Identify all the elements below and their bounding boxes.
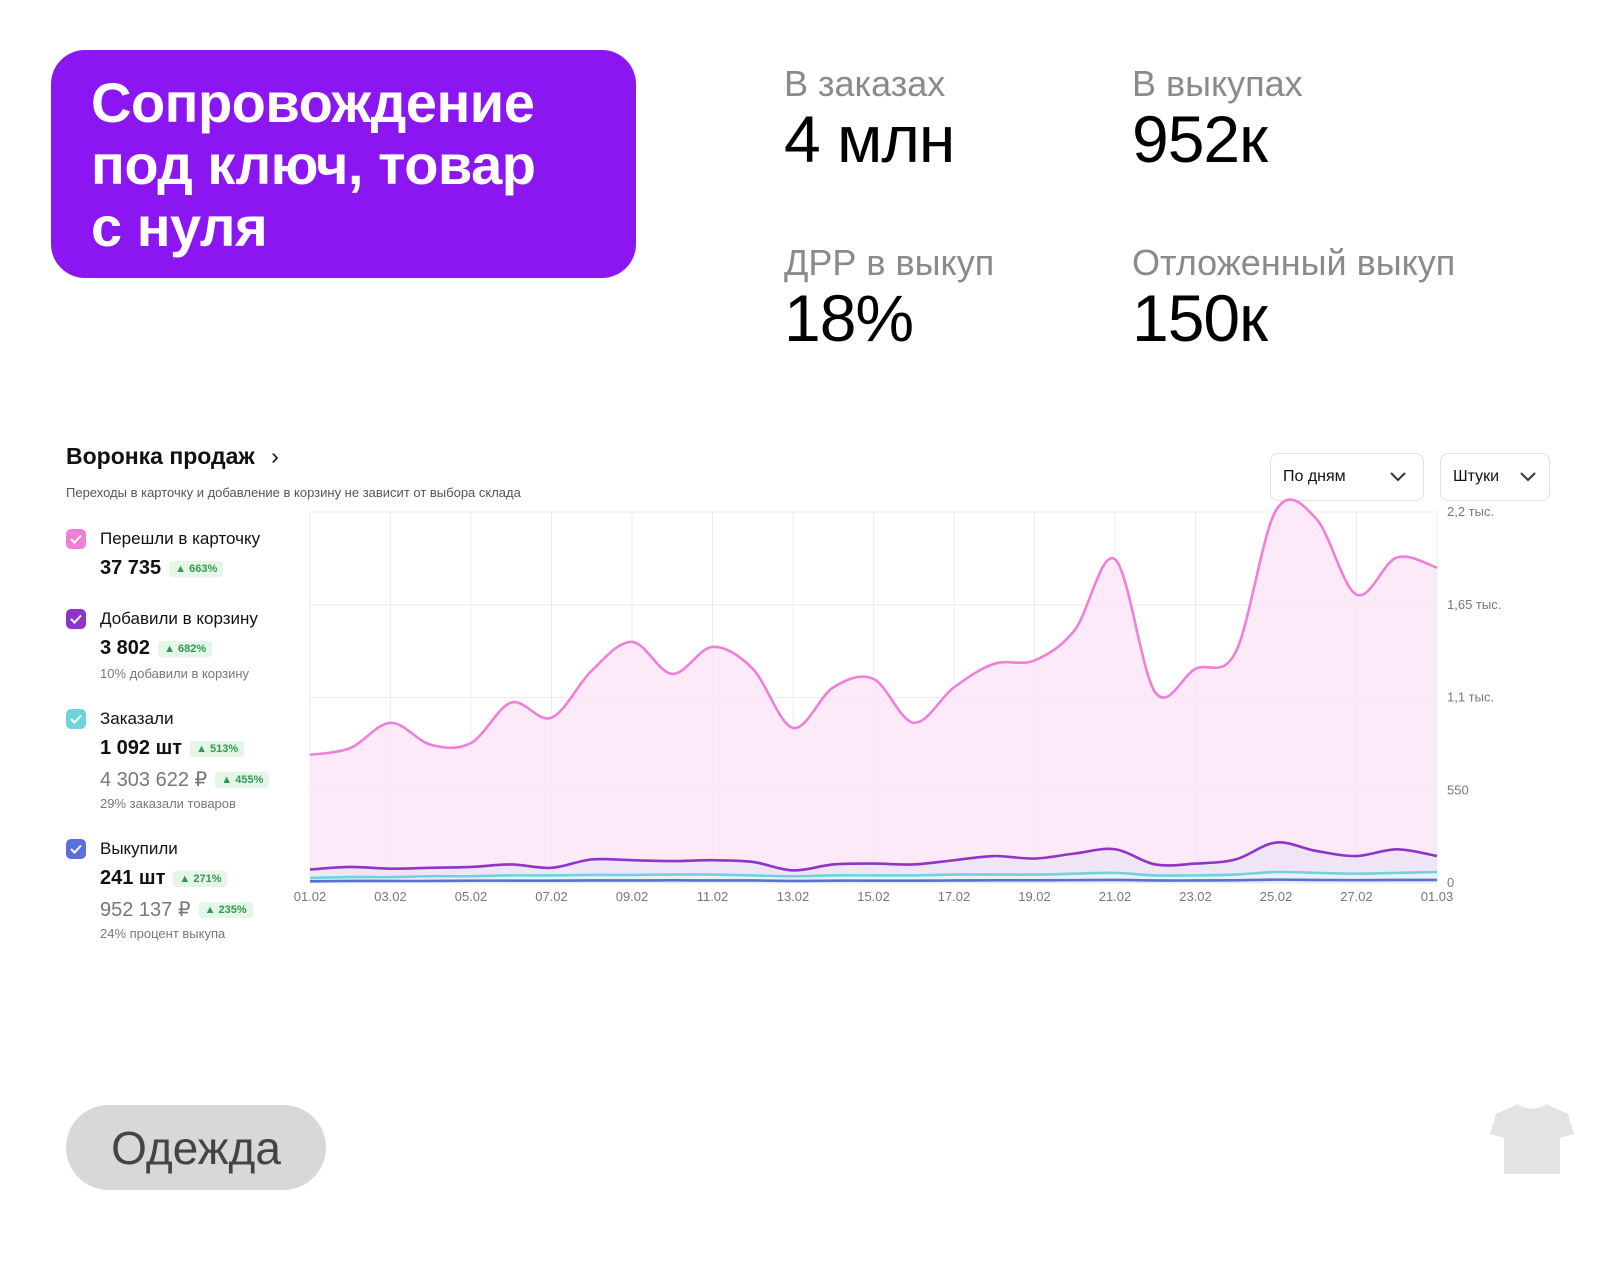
unit-dropdown-value: Штуки: [1453, 468, 1500, 485]
checkbox-icon[interactable]: [66, 839, 86, 859]
stat-label: В заказах: [784, 63, 946, 104]
change-badge: ▲ 455%: [215, 771, 270, 788]
x-tick-label: 19.02: [1018, 889, 1051, 904]
y-tick-label: 0: [1447, 875, 1454, 890]
tshirt-icon: [1490, 1104, 1574, 1174]
y-tick-label: 1,1 тыс.: [1447, 690, 1494, 705]
change-value: 455%: [235, 773, 264, 786]
x-tick-label: 01.02: [294, 889, 327, 904]
x-tick-label: 09.02: [616, 889, 649, 904]
checkbox-icon[interactable]: [66, 529, 86, 549]
series-line: [309, 841, 1438, 872]
series-area: [310, 499, 1437, 883]
change-badge: ▲ 513%: [190, 740, 245, 757]
y-tick-label: 2,2 тыс.: [1447, 504, 1494, 519]
hero-title: Сопровождение под ключ, товар с нуля: [91, 71, 536, 258]
legend-note: 29% заказали товаров: [100, 796, 236, 811]
change-value: 235%: [218, 903, 247, 916]
x-tick-label: 23.02: [1179, 889, 1212, 904]
stat-value: 150к: [1132, 281, 1268, 355]
legend-value: 37 735: [100, 557, 162, 579]
chevron-right-icon: ›: [271, 443, 279, 469]
sales-funnel-panel: Воронка продаж › Переходы в карточку и д…: [30, 405, 1595, 990]
legend-value: 241 шт: [100, 867, 166, 889]
x-tick-label: 07.02: [535, 889, 568, 904]
funnel-subtitle: Переходы в карточку и добавление в корзи…: [66, 485, 521, 500]
legend-note: 24% процент выкупа: [100, 926, 226, 941]
category-tag: Одежда: [66, 1105, 326, 1190]
change-value: 682%: [178, 642, 207, 655]
x-tick-label: 17.02: [938, 889, 971, 904]
change-value: 271%: [193, 872, 222, 885]
change-value: 663%: [189, 562, 218, 575]
stat-label: Отложенный выкуп: [1132, 242, 1456, 283]
unit-dropdown[interactable]: Штуки: [1440, 453, 1550, 501]
stat-orders: В заказах 4 млн: [784, 63, 955, 176]
change-value: 513%: [210, 742, 239, 755]
checkbox-icon[interactable]: [66, 709, 86, 729]
x-tick-label: 13.02: [777, 889, 810, 904]
legend-label: Выкупили: [100, 839, 178, 858]
funnel-title-text: Воронка продаж: [66, 443, 255, 469]
legend-label: Перешли в карточку: [100, 529, 261, 548]
period-dropdown-value: По дням: [1283, 468, 1346, 485]
series-area: [310, 842, 1437, 883]
change-badge: ▲ 663%: [169, 560, 224, 577]
x-tick-label: 11.02: [697, 889, 729, 904]
chevron-down-icon: [1520, 472, 1536, 482]
stat-value: 952к: [1132, 102, 1268, 176]
x-tick-label: 03.02: [374, 889, 407, 904]
x-tick-label: 05.02: [455, 889, 488, 904]
series-line: [309, 878, 1438, 883]
x-tick-label: 01.03: [1421, 889, 1454, 904]
legend-label: Заказали: [100, 709, 174, 728]
funnel-chart: 0 550 1,1 тыс. 1,65 тыс. 2,2 тыс. 01.02 03.02 0…: [294, 498, 1501, 904]
checkbox-icon[interactable]: [66, 609, 86, 629]
change-badge: ▲ 682%: [158, 640, 213, 657]
stat-buyouts: В выкупах 952к: [1132, 63, 1303, 176]
series-line: [309, 498, 1438, 757]
legend-value-secondary: 952 137 ₽: [100, 899, 191, 921]
stat-deferred: Отложенный выкуп 150к: [1132, 242, 1456, 355]
category-tag-label: Одежда: [111, 1121, 281, 1174]
y-tick-label: 550: [1447, 782, 1469, 797]
x-tick-label: 27.02: [1340, 889, 1373, 904]
legend-value-secondary: 4 303 622 ₽: [100, 769, 208, 791]
legend-value: 3 802: [100, 637, 151, 659]
stat-label: ДРР в выкуп: [784, 242, 995, 283]
funnel-title[interactable]: Воронка продаж ›: [66, 443, 279, 470]
stat-label: В выкупах: [1132, 63, 1303, 104]
stat-drr: ДРР в выкуп 18%: [784, 242, 995, 355]
chevron-down-icon: [1390, 472, 1406, 482]
x-tick-label: 21.02: [1099, 889, 1132, 904]
y-tick-label: 1,65 тыс.: [1447, 597, 1501, 612]
stat-value: 4 млн: [784, 102, 955, 176]
x-tick-label: 25.02: [1260, 889, 1293, 904]
period-dropdown[interactable]: По дням: [1270, 453, 1424, 501]
series-line: [309, 870, 1438, 880]
hero-banner: Сопровождение под ключ, товар с нуля: [51, 50, 636, 278]
change-badge: ▲ 235%: [198, 901, 253, 918]
x-tick-label: 15.02: [857, 889, 890, 904]
legend-label: Добавили в корзину: [100, 609, 258, 628]
legend-value: 1 092 шт: [100, 737, 183, 759]
change-badge: ▲ 271%: [173, 870, 228, 887]
legend-note: 10% добавили в корзину: [100, 666, 250, 681]
stat-value: 18%: [784, 281, 914, 355]
